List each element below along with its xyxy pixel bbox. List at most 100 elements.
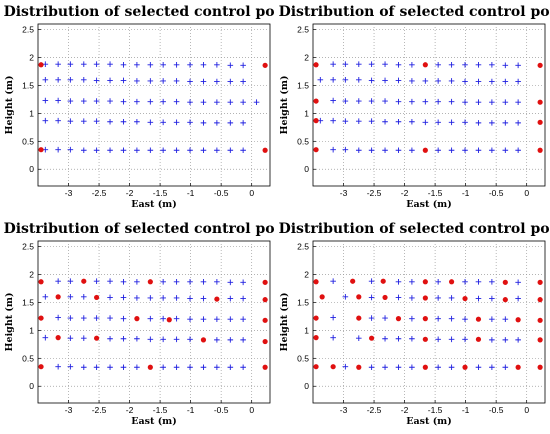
candidate-point-marker bbox=[55, 314, 61, 321]
candidate-point-marker bbox=[214, 316, 220, 323]
candidate-point-marker bbox=[422, 98, 429, 105]
candidate-point-marker bbox=[134, 295, 140, 301]
candidate-point-marker bbox=[214, 337, 220, 343]
candidate-point-marker bbox=[187, 78, 193, 85]
candidate-point-marker bbox=[160, 336, 166, 343]
x-tick-label: -2.5 bbox=[92, 405, 107, 415]
candidate-point-marker bbox=[55, 146, 61, 153]
candidate-point-marker bbox=[187, 61, 193, 68]
candidate-point-marker bbox=[240, 62, 246, 69]
candidate-point-marker bbox=[368, 147, 375, 154]
candidate-point-marker bbox=[147, 315, 154, 322]
candidate-point-marker bbox=[67, 278, 74, 285]
y-tick-label: 1 bbox=[304, 325, 309, 335]
x-tick-label: -2.5 bbox=[367, 405, 382, 415]
selected-control-point bbox=[94, 335, 100, 341]
candidate-point-marker bbox=[330, 97, 336, 104]
candidate-point-marker bbox=[448, 119, 455, 126]
candidate-point-marker bbox=[435, 336, 441, 343]
candidate-point-marker bbox=[107, 77, 113, 84]
candidate-point-marker bbox=[330, 117, 336, 124]
candidate-point-marker bbox=[502, 316, 509, 323]
selected-control-point bbox=[38, 315, 44, 321]
candidate-point-marker bbox=[355, 335, 362, 341]
x-tick-label: -1 bbox=[462, 188, 470, 198]
candidate-point-marker bbox=[475, 147, 482, 154]
chart-panel-3: Distribution of selected control points -… bbox=[0, 217, 275, 434]
selected-control-point bbox=[369, 335, 375, 341]
candidate-point-marker bbox=[187, 147, 193, 154]
candidate-point-marker bbox=[160, 278, 166, 285]
candidate-point-marker bbox=[240, 337, 246, 343]
candidate-point-marker bbox=[448, 295, 455, 301]
candidate-point-marker bbox=[515, 99, 521, 106]
x-tick-label: -2 bbox=[401, 188, 409, 198]
candidate-point-marker bbox=[448, 78, 455, 84]
candidate-point-marker bbox=[330, 334, 336, 341]
candidate-point-marker bbox=[107, 61, 113, 68]
candidate-point-marker bbox=[173, 295, 180, 301]
candidate-point-marker bbox=[330, 314, 336, 321]
selected-control-point bbox=[422, 364, 428, 370]
candidate-point-marker bbox=[187, 278, 193, 285]
candidate-point-marker bbox=[422, 78, 429, 84]
candidate-point-marker bbox=[227, 364, 234, 371]
selected-control-point bbox=[537, 279, 543, 285]
x-tick-label: -0.5 bbox=[214, 188, 229, 198]
selected-control-point bbox=[395, 316, 402, 322]
selected-control-point bbox=[166, 317, 172, 323]
candidate-point-marker bbox=[67, 335, 74, 341]
candidate-point-marker bbox=[355, 118, 362, 124]
y-tick-label: 0 bbox=[304, 164, 309, 174]
candidate-point-marker bbox=[147, 61, 154, 68]
candidate-point-marker bbox=[80, 315, 87, 321]
candidate-point-marker bbox=[200, 278, 207, 285]
x-axis-label: East (m) bbox=[131, 416, 176, 427]
candidate-point-marker bbox=[93, 77, 100, 84]
candidate-point-marker bbox=[502, 337, 509, 343]
chart-panel-4: Distribution of selected control points -… bbox=[275, 217, 550, 434]
candidate-point-marker bbox=[173, 364, 180, 371]
candidate-point-marker bbox=[107, 315, 113, 321]
selected-control-point bbox=[147, 279, 153, 285]
candidate-point-marker bbox=[355, 147, 362, 154]
y-tick-label: 1.5 bbox=[22, 297, 34, 307]
candidate-point-marker bbox=[214, 78, 220, 85]
candidate-point-marker bbox=[448, 147, 455, 154]
candidate-point-marker bbox=[489, 147, 495, 154]
candidate-point-marker bbox=[160, 98, 166, 105]
candidate-point-marker bbox=[330, 61, 336, 68]
candidate-point-marker bbox=[342, 98, 349, 104]
selected-control-point bbox=[537, 337, 543, 343]
candidate-point-marker bbox=[120, 98, 127, 105]
x-tick-label: 0 bbox=[249, 188, 254, 198]
candidate-point-marker bbox=[120, 315, 127, 322]
candidate-point-marker bbox=[502, 99, 509, 106]
plot-frame bbox=[37, 240, 271, 404]
candidate-point-marker bbox=[227, 78, 234, 85]
selected-control-point bbox=[214, 296, 220, 302]
candidate-point-marker bbox=[368, 278, 375, 285]
y-tick-label: 2 bbox=[29, 53, 34, 63]
scatter-chart-1: Distribution of selected control points -… bbox=[4, 4, 275, 210]
candidate-point-marker bbox=[448, 61, 455, 68]
candidate-point-marker bbox=[120, 364, 127, 371]
candidate-point-marker bbox=[227, 295, 234, 302]
candidate-point-marker bbox=[515, 78, 521, 85]
candidate-point-marker bbox=[240, 78, 246, 85]
candidate-point-marker bbox=[214, 147, 220, 154]
candidate-point-marker bbox=[502, 78, 509, 85]
selected-control-point bbox=[55, 335, 61, 341]
candidate-point-marker bbox=[448, 364, 455, 371]
candidate-point-marker bbox=[342, 363, 349, 370]
candidate-point-marker bbox=[173, 278, 180, 285]
candidate-point-marker bbox=[330, 77, 336, 83]
candidate-point-marker bbox=[368, 315, 375, 321]
candidate-point-marker bbox=[147, 147, 154, 154]
candidate-point-marker bbox=[489, 120, 495, 126]
candidate-point-marker bbox=[107, 118, 113, 125]
candidate-point-marker bbox=[409, 61, 415, 68]
candidate-point-marker bbox=[462, 316, 468, 323]
selected-control-point bbox=[38, 364, 44, 370]
candidate-point-marker bbox=[42, 334, 49, 341]
